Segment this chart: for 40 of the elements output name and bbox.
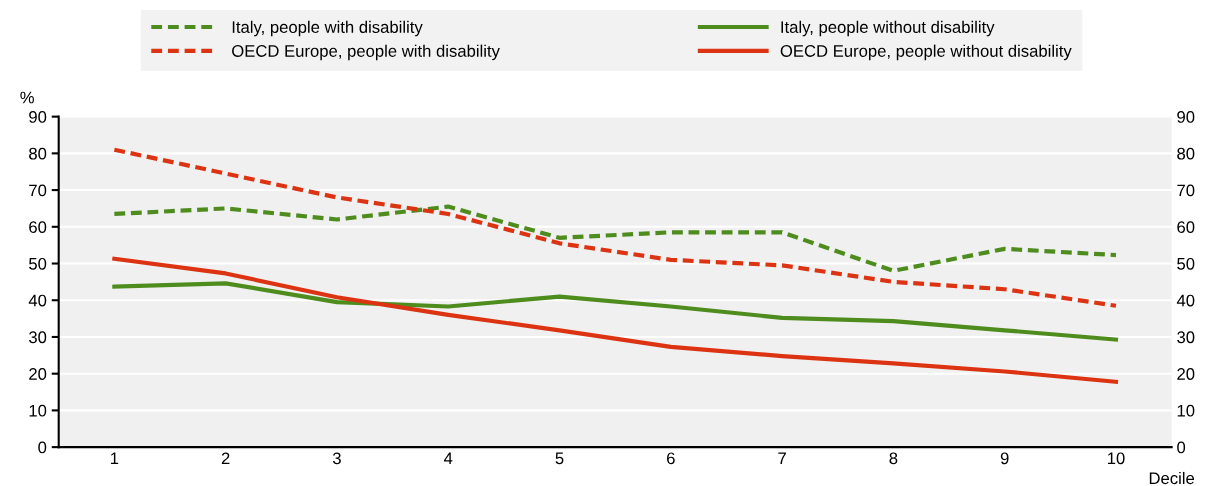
y-tick-label: 40 (28, 294, 47, 307)
x-axis-title: Decile (1149, 471, 1195, 485)
y-tick-label: 60 (29, 221, 47, 233)
y-tick-label: 30 (29, 331, 47, 344)
line-series (112, 147, 1119, 308)
x-tick-label: 1 (110, 452, 119, 465)
line-series (112, 256, 1119, 384)
y2-tick-label: 10 (1177, 404, 1195, 417)
y-tick-label: 80 (29, 147, 47, 160)
y-tick-label: 20 (29, 368, 47, 380)
x-tick-label: 6 (667, 452, 675, 465)
x-tick-label: 4 (443, 452, 453, 465)
y2-tick-label: 90 (1177, 111, 1195, 123)
x-tick-label: 7 (778, 452, 786, 465)
y2-tick-label: 40 (1176, 294, 1195, 307)
y2-tick-label: 0 (1177, 441, 1186, 454)
y-tick-label: 50 (29, 257, 47, 270)
y-tick-label: 70 (29, 184, 47, 197)
x-tick-label: 2 (221, 452, 230, 465)
legend-label: OECD Europe, people with disability (232, 44, 500, 61)
x-tick-label: 5 (555, 452, 564, 465)
y2-tick-label: 80 (1177, 147, 1195, 160)
x-tick-label: 3 (332, 452, 341, 465)
line-series (112, 281, 1119, 342)
y2-tick-label: 20 (1177, 368, 1195, 380)
x-tick-label: 9 (1000, 452, 1009, 465)
x-tick-label: 8 (889, 452, 898, 465)
x-tick-label: 10 (1107, 452, 1125, 465)
y-tick-label: 10 (29, 404, 47, 417)
y-tick-label: 90 (29, 111, 47, 123)
legend-label: Italy, people with disability (232, 20, 423, 37)
y-axis-title: % (20, 91, 34, 104)
y2-tick-label: 70 (1177, 184, 1195, 197)
y2-tick-label: 60 (1177, 221, 1195, 233)
y2-tick-label: 50 (1177, 257, 1195, 270)
legend-label: Italy, people without disability (781, 20, 995, 37)
y2-tick-label: 30 (1177, 331, 1195, 344)
line-series (112, 204, 1119, 273)
y-tick-label: 0 (38, 441, 47, 454)
legend-label: OECD Europe, people without disability (780, 44, 1072, 61)
